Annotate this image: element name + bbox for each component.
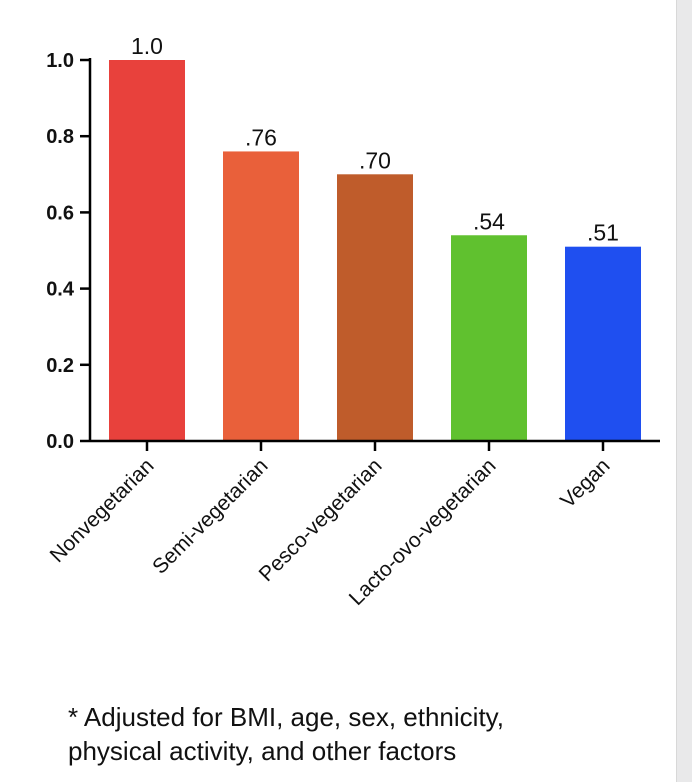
bar-value-label: .76 (245, 124, 277, 150)
bar (109, 60, 185, 441)
data-labels: 1.0 .76 .70 .54 .51 (131, 33, 619, 246)
y-axis: 0.0 0.2 0.4 0.6 0.8 1.0 (46, 50, 92, 453)
y-tick-label: 0.2 (46, 355, 74, 377)
category-label: Pesco-vegetarian (255, 454, 387, 586)
bar (223, 151, 299, 441)
bar (451, 235, 527, 441)
bar-value-label: 1.0 (131, 33, 163, 59)
category-label: Vegan (556, 454, 614, 512)
bar-chart: 0.0 0.2 0.4 0.6 0.8 1.0 1.0 .76 .70 .54 .51 Nonve… (46, 33, 660, 610)
bar-value-label: .51 (587, 220, 619, 246)
footnote: * Adjusted for BMI, age, sex, ethnicity,… (68, 700, 678, 768)
y-tick-label: 1.0 (46, 50, 74, 72)
bar-value-label: .54 (473, 208, 505, 234)
category-labels: NonvegetarianSemi-vegetarianPesco-vegeta… (46, 441, 615, 610)
bars (109, 60, 641, 442)
footnote-line-1: * Adjusted for BMI, age, sex, ethnicity, (68, 702, 504, 732)
category-label: Nonvegetarian (46, 454, 159, 567)
bar (337, 174, 413, 442)
bar (565, 246, 641, 441)
y-tick-label: 0.0 (46, 431, 74, 453)
y-tick-label: 0.4 (46, 279, 75, 301)
bar-value-label: .70 (359, 147, 391, 173)
window-edge (676, 0, 692, 782)
category-label: Semi-vegetarian (148, 454, 272, 578)
y-tick-label: 0.8 (46, 126, 74, 148)
y-tick-label: 0.6 (46, 202, 74, 224)
footnote-line-2: physical activity, and other factors (68, 736, 457, 766)
